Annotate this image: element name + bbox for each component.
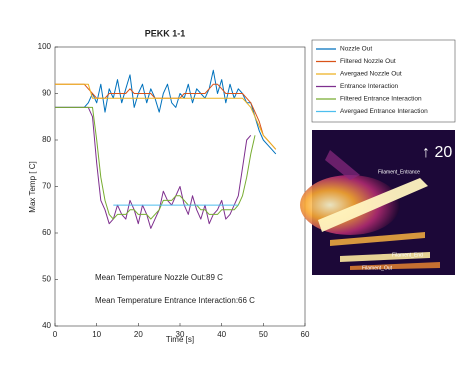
y-tick-label: 100 [38, 42, 52, 51]
x-tick-label: 40 [217, 330, 226, 339]
legend-label: Filtered Entrance Interaction [340, 96, 422, 103]
legend-label: Entrance Interaction [340, 83, 399, 90]
legend-label: Avergaed Entrance Interaction [340, 108, 428, 115]
x-tick-label: 20 [134, 330, 143, 339]
x-tick-label: 10 [92, 330, 101, 339]
inset-label: Filament_End [392, 252, 423, 258]
y-axis-label: Max Temp [ C] [28, 161, 37, 212]
y-tick-label: 70 [42, 182, 51, 191]
x-tick-label: 30 [176, 330, 185, 339]
x-tick-label: 50 [259, 330, 268, 339]
inset-label: Filament_Out [362, 265, 393, 271]
x-tick-label: 60 [301, 330, 310, 339]
inset-label: ↑ 20 [422, 144, 452, 161]
legend-label: Filtered Nozzle Out [340, 58, 396, 65]
y-tick-label: 60 [42, 228, 51, 237]
annotation: Mean Temperature Nozzle Out:89 C [95, 273, 223, 282]
y-tick-label: 40 [42, 321, 51, 330]
annotation: Mean Temperature Entrance Interaction:66… [95, 296, 255, 305]
chart: PEKK 1-1 Time [s] Max Temp [ C] Mean Tem… [0, 0, 468, 369]
x-tick-label: 0 [53, 330, 58, 339]
y-tick-label: 90 [42, 89, 51, 98]
y-tick-label: 80 [42, 135, 51, 144]
y-tick-label: 50 [42, 275, 51, 284]
figure: PEKK 1-1 Time [s] Max Temp [ C] Mean Tem… [0, 0, 468, 369]
inset-image: Filament_Entrance Filament_End Filament_… [300, 130, 455, 275]
inset-label: Filament_Entrance [378, 169, 420, 175]
legend-label: Avergaed Nozzle Out [340, 71, 402, 78]
legend-label: Nozzle Out [340, 46, 372, 53]
chart-title: PEKK 1-1 [145, 28, 186, 38]
